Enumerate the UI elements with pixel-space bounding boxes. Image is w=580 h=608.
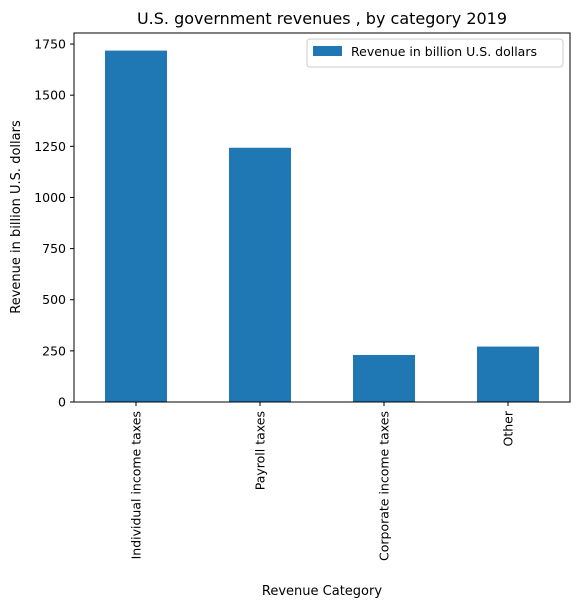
bar-2 xyxy=(229,147,291,402)
x-tick-label: Corporate income taxes xyxy=(377,411,392,561)
y-tick-label: 500 xyxy=(42,292,66,307)
x-tick-label: Individual income taxes xyxy=(129,411,144,559)
legend-swatch xyxy=(313,46,342,56)
legend-box xyxy=(306,38,564,68)
y-tick-label: 1000 xyxy=(34,190,66,205)
y-axis-ticks: 0 250 500 750 1000 1250 1500 1750 xyxy=(34,37,74,410)
plot-frame xyxy=(73,32,571,403)
y-tick-label: 1250 xyxy=(34,139,66,154)
plot-area: 0 250 500 750 1000 1250 1500 1750 Individual in… xyxy=(34,32,571,561)
legend-label: Revenue in billion U.S. dollars xyxy=(351,44,537,59)
y-tick-label: 1750 xyxy=(34,37,66,52)
y-tick-label: 750 xyxy=(42,241,66,256)
y-tick-label: 0 xyxy=(58,395,66,410)
x-axis-label: Revenue Category xyxy=(262,584,382,599)
y-tick-label: 1500 xyxy=(34,88,66,103)
bar-1 xyxy=(105,50,167,402)
x-tick-label: Other xyxy=(501,410,516,446)
y-axis-label: Revenue in billion U.S. dollars xyxy=(9,120,24,314)
bar-3 xyxy=(353,354,415,402)
legend: Revenue in billion U.S. dollars xyxy=(306,38,564,68)
bar-4 xyxy=(477,346,539,402)
chart-title: U.S. government revenues , by category 2… xyxy=(137,9,507,28)
y-tick-label: 250 xyxy=(42,343,66,358)
x-tick-label: Payroll taxes xyxy=(253,411,268,490)
x-axis-ticks: Individual income taxes Payroll taxes Corp… xyxy=(129,402,516,561)
